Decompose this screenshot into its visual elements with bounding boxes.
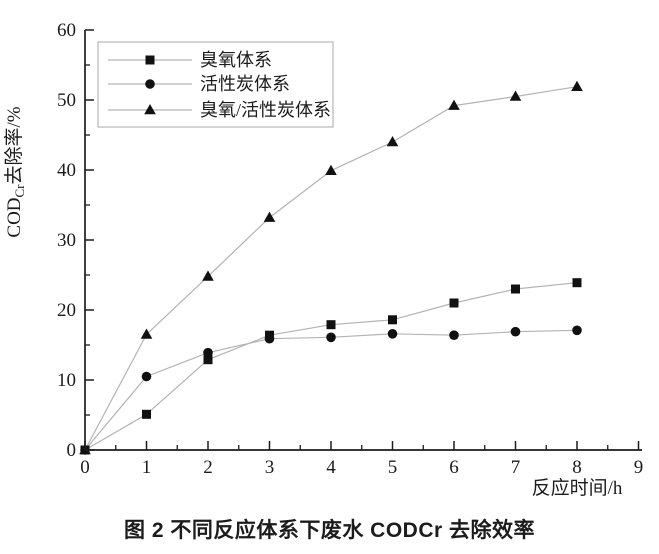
x-tick-label: 3 (265, 457, 275, 478)
x-tick-label: 8 (572, 457, 582, 478)
data-point-2-3 (263, 211, 276, 222)
data-point-2-1 (140, 328, 153, 339)
data-point-2-5 (386, 136, 399, 147)
data-point-2-2 (202, 270, 214, 281)
data-point-0-5 (388, 315, 397, 325)
x-tick-label: 1 (142, 457, 152, 478)
data-point-2-4 (325, 164, 337, 175)
x-tick-label: 2 (203, 457, 213, 478)
legend-swatch-marker-0 (145, 55, 155, 65)
data-point-0-4 (326, 320, 336, 330)
legend-label-2: 臭氧/活性炭体系 (200, 100, 331, 120)
data-point-0-6 (449, 298, 459, 308)
data-point-1-8 (572, 325, 582, 336)
series-line-2 (84, 86, 578, 451)
data-point-0-1 (142, 409, 151, 419)
x-tick-label: 4 (326, 457, 336, 478)
data-point-1-1 (141, 371, 152, 382)
legend-swatch-marker-1 (145, 79, 155, 89)
legend-label-0: 臭氧体系 (200, 50, 272, 70)
y-tick-label: 40 (57, 160, 76, 181)
data-point-0-8 (572, 278, 582, 288)
codcr-removal-chart: 0 10 20 30 40 50 60 0 1 2 3 4 5 6 7 8 9 反应时间/h CODCr去除率/% 臭… (3, 20, 644, 499)
y-tick-label: 10 (57, 370, 76, 391)
y-axis-title: CODCr去除率/% (3, 106, 27, 237)
data-point-1-2 (203, 347, 213, 358)
y-tick-label: 30 (57, 230, 76, 251)
y-tick-label: 50 (57, 90, 76, 111)
x-tick-label: 5 (388, 457, 398, 478)
y-tick-label: 0 (67, 440, 77, 461)
x-tick-label: 9 (634, 457, 644, 478)
y-tick-label: 60 (57, 20, 76, 41)
data-point-1-6 (449, 330, 459, 341)
x-tick-label: 6 (449, 457, 459, 478)
data-point-2-8 (571, 80, 583, 91)
data-point-0-7 (511, 284, 520, 294)
x-axis-title: 反应时间/h (532, 477, 623, 499)
legend-swatch-marker-2 (144, 104, 156, 115)
data-point-1-3 (264, 333, 275, 344)
legend-label-1: 活性炭体系 (200, 74, 290, 94)
data-point-0-2 (203, 355, 213, 365)
x-tick-label: 0 (80, 457, 90, 478)
x-tick-label: 7 (511, 457, 521, 478)
series-line-1 (84, 329, 578, 451)
data-point-1-5 (387, 329, 398, 339)
chart-canvas: 0 10 20 30 40 50 60 0 1 2 3 4 5 6 7 8 9 反应时间/h CODCr去除率/% 臭… (3, 20, 644, 499)
series-line-0 (84, 282, 578, 451)
data-point-2-7 (509, 90, 522, 101)
figure-caption: 图 2 不同反应体系下废水 CODCr 去除效率 (123, 519, 536, 542)
data-point-1-4 (326, 332, 336, 343)
y-tick-label: 20 (57, 300, 76, 321)
data-point-1-7 (510, 326, 521, 337)
data-point-2-6 (448, 99, 460, 110)
